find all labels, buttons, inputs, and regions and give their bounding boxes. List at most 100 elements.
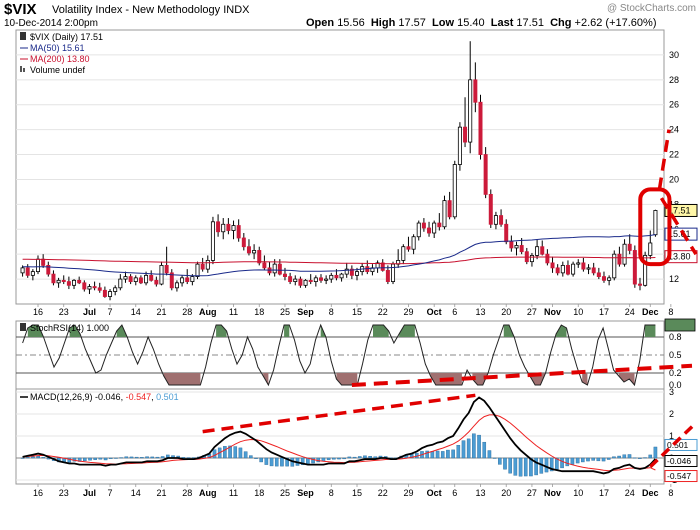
macd-tag-text: 0.501 [667,440,689,450]
candle-up [87,286,92,290]
candle-up [612,253,617,279]
price-x-label: 16 [33,307,43,317]
macd-histogram-bar [472,433,476,459]
candle-down [318,277,323,281]
volume-legend-text: Volume undef [30,65,86,75]
price-x-label: 29 [403,307,413,317]
candle-down [632,250,637,285]
macd-histogram-bar [425,450,429,459]
candle-down [169,272,174,289]
candle-down [519,245,524,253]
candle-down [82,282,87,290]
ma50-legend-text: MA(50) 15.61 [30,43,85,53]
macd-x-label: 23 [59,488,69,498]
macd-histogram-bar [461,440,466,459]
price-x-label: Oct [427,307,442,317]
candle-down [555,267,560,274]
macd-histogram-bar [269,457,274,467]
candle-down [550,262,555,269]
candle-down [102,289,107,297]
macd-legend-sep-2: , [151,392,156,402]
candle-down [421,222,426,229]
candle-up [159,264,164,285]
stochrsi-trendline [351,363,693,387]
macd-histogram-bar [280,457,284,467]
price-x-label: 7 [108,307,113,317]
macd-histogram-bar [477,434,481,459]
chg-label: Chg [550,17,572,29]
candle-down [226,223,231,231]
macd-x-label: Dec [642,488,659,498]
macd-legend-hist-value: 0.501 [156,392,179,402]
candle-up [329,274,334,280]
macd-histogram-bar [638,457,642,459]
macd-histogram-bar [274,457,279,467]
macd-projection-dashed [649,421,698,469]
candle-down [92,286,97,289]
macd-histogram-bar [119,457,123,459]
candle-up [36,258,41,273]
candle-down [427,227,432,234]
candle-up [113,287,118,292]
candle-up [344,268,349,275]
macd-x-label: Oct [427,488,442,498]
macd-histogram-bar [508,457,512,474]
candle-up [293,278,298,282]
volume-legend-swatch [20,66,22,72]
candle-up [30,271,35,276]
candle-up [56,279,61,284]
candle-up [20,267,25,274]
macd-histogram-bar [627,454,632,459]
macd-x-label: 20 [501,488,511,498]
ma50-line [22,234,656,277]
candle-up [108,291,113,297]
price-x-label: 15 [352,307,362,317]
price-x-label: Nov [544,307,561,317]
candle-up [303,279,308,286]
macd-histogram-bar [487,450,492,459]
price-last-tag-box [664,203,698,217]
macd-histogram-bar [212,449,217,459]
macd-histogram-bar [648,454,653,459]
candle-down [97,287,102,291]
watermark: @ StockCharts.com [606,3,696,14]
macd-legend-macd-value: -0.046 [95,392,121,402]
ma200-last-tag-text: 13.80 [668,252,691,262]
macd-histogram-bar [103,457,108,461]
candle-down [478,101,483,155]
candle-down [637,283,642,286]
candle-down [66,281,71,286]
macd-histogram-bar [518,457,523,477]
ma200-last-tag-box [664,250,698,264]
price-x-label: 22 [378,307,388,317]
macd-histogram-bar [596,457,601,462]
macd-histogram-bar [612,456,616,459]
macd-histogram-bar [124,456,129,459]
candle-down [334,274,339,279]
macd-histogram-bar [181,457,186,459]
volume-legend-swatch-2 [23,68,25,72]
macd-x-label: 29 [403,488,413,498]
chg-value: +2.62 (+17.60%) [574,17,657,29]
candle-down [601,276,606,281]
macd-histogram-bar [228,445,232,459]
price-x-label: Dec [642,307,659,317]
macd-histogram-bar [347,456,352,459]
macd-tag-box [664,470,698,483]
stochrsi-overbought-fill [372,325,389,337]
price-panel-frame [15,29,665,305]
candle-up [313,277,318,282]
stochrsi-line [22,323,656,387]
candle-up [391,263,396,282]
candle-up [416,222,421,238]
candle-down [282,273,287,278]
high-label: High [370,17,396,29]
price-last-tag-text: 17.51 [668,205,691,215]
price-legend-text: $VIX (Daily) 17.51 [30,32,103,42]
macd-histogram-bar [352,456,357,459]
candle-down [308,279,313,282]
candle-up [231,225,236,231]
macd-x-axis: 16 23 Jul 7 14 21 28 Aug 11 18 25 Sep 8 15 22 29 Oct 6 13 2… [33,484,673,498]
macd-tick-label: 2 [669,409,674,419]
